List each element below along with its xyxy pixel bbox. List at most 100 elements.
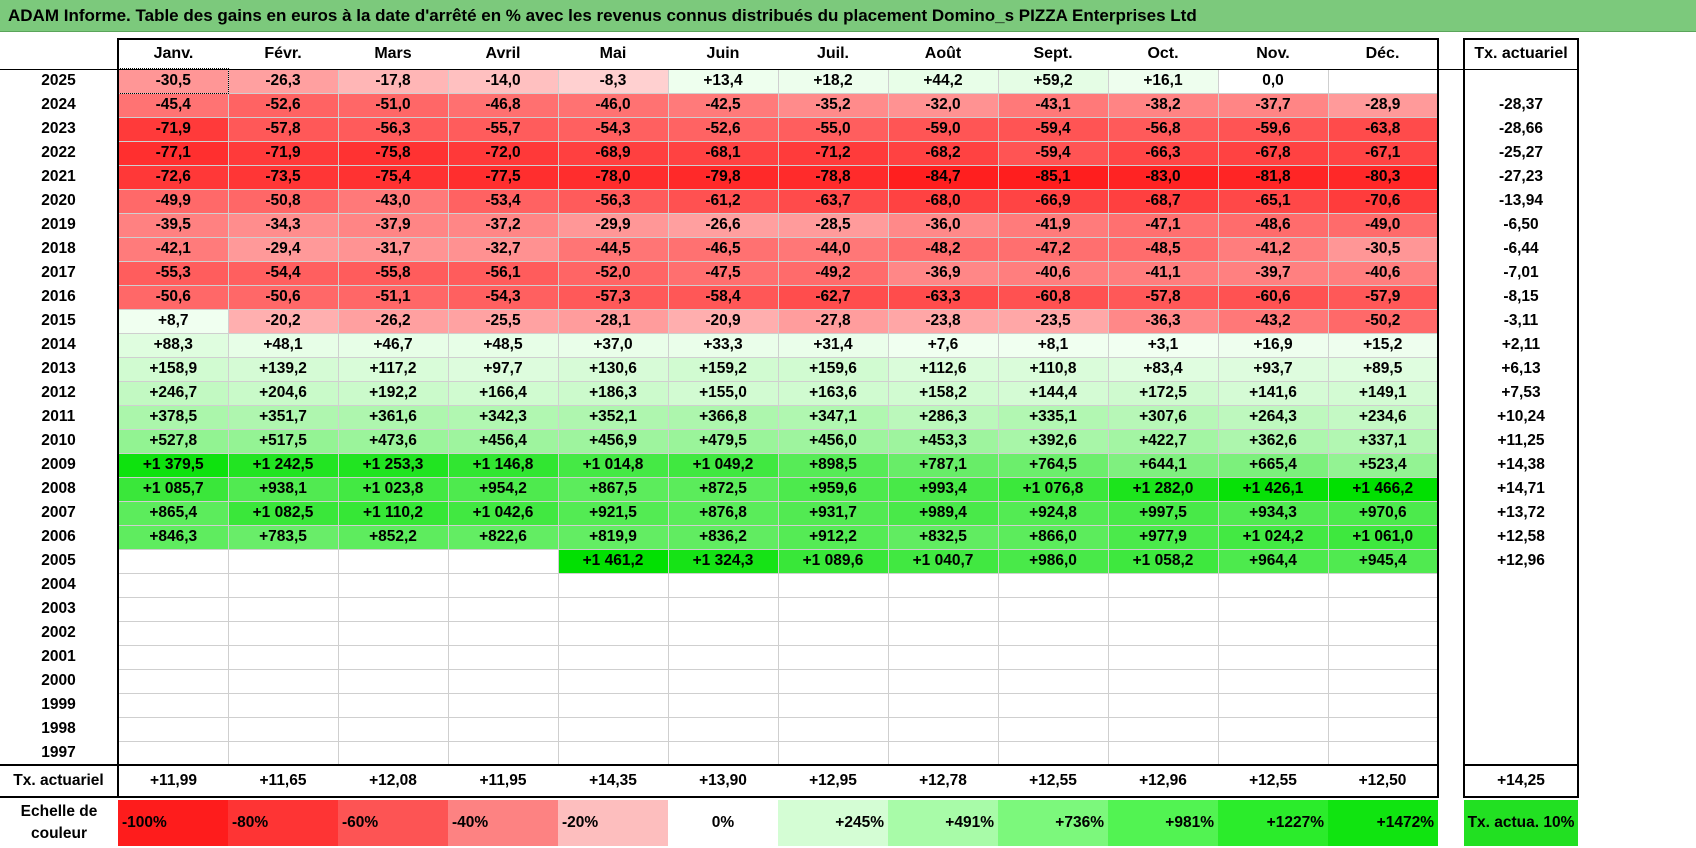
gain-cell[interactable]: +1 014,8 (557, 452, 669, 478)
gain-cell[interactable]: -26,3 (227, 68, 339, 94)
footer-rate-cell[interactable]: +13,90 (668, 764, 778, 798)
gain-cell[interactable]: -41,2 (1217, 236, 1329, 262)
gain-cell[interactable]: -77,1 (117, 140, 229, 166)
gain-cell[interactable] (997, 716, 1109, 742)
gain-cell[interactable]: +48,5 (447, 332, 559, 358)
gain-cell[interactable]: -39,7 (1217, 260, 1329, 286)
gain-cell[interactable]: -34,3 (227, 212, 339, 238)
gain-cell[interactable]: -59,6 (1217, 116, 1329, 142)
gain-cell[interactable] (667, 596, 779, 622)
gain-cell[interactable]: -8,3 (557, 68, 669, 94)
tx-actuariel-cell[interactable]: -6,44 (1463, 237, 1579, 261)
gain-cell[interactable]: -77,5 (447, 164, 559, 190)
gain-cell[interactable] (1107, 596, 1219, 622)
gain-cell[interactable] (117, 668, 229, 694)
tx-actuariel-cell[interactable] (1463, 573, 1579, 597)
gain-cell[interactable] (1107, 572, 1219, 598)
gain-cell[interactable] (1327, 68, 1439, 94)
gain-cell[interactable]: +246,7 (117, 380, 229, 406)
gain-cell[interactable]: -30,5 (1327, 236, 1439, 262)
gain-cell[interactable]: +986,0 (997, 548, 1109, 574)
gain-cell[interactable]: -72,6 (117, 164, 229, 190)
gain-cell[interactable] (1217, 620, 1329, 646)
gain-cell[interactable]: +527,8 (117, 428, 229, 454)
gain-cell[interactable]: -39,5 (117, 212, 229, 238)
gain-cell[interactable] (337, 572, 449, 598)
gain-cell[interactable]: -53,4 (447, 188, 559, 214)
gain-cell[interactable] (557, 716, 669, 742)
gain-cell[interactable]: +361,6 (337, 404, 449, 430)
gain-cell[interactable]: +1 085,7 (117, 476, 229, 502)
gain-cell[interactable] (447, 644, 559, 670)
tx-actuariel-cell[interactable] (1463, 69, 1579, 93)
gain-cell[interactable] (557, 596, 669, 622)
gain-cell[interactable]: +351,7 (227, 404, 339, 430)
gain-cell[interactable]: +931,7 (777, 500, 889, 526)
gain-cell[interactable]: -57,9 (1327, 284, 1439, 310)
gain-cell[interactable] (777, 620, 889, 646)
gain-cell[interactable]: -20,2 (227, 308, 339, 334)
gain-cell[interactable]: -40,6 (997, 260, 1109, 286)
gain-cell[interactable]: -44,5 (557, 236, 669, 262)
gain-cell[interactable]: +523,4 (1327, 452, 1439, 478)
gain-cell[interactable] (667, 740, 779, 766)
gain-cell[interactable]: -72,0 (447, 140, 559, 166)
gain-cell[interactable] (337, 740, 449, 766)
gain-cell[interactable] (1327, 668, 1439, 694)
gain-cell[interactable]: +88,3 (117, 332, 229, 358)
gain-cell[interactable] (1107, 668, 1219, 694)
gain-cell[interactable]: -28,5 (777, 212, 889, 238)
gain-cell[interactable] (997, 620, 1109, 646)
gain-cell[interactable]: +1 282,0 (1107, 476, 1219, 502)
gain-cell[interactable]: +1 076,8 (997, 476, 1109, 502)
gain-cell[interactable]: -49,9 (117, 188, 229, 214)
footer-rate-cell[interactable]: +11,65 (228, 764, 338, 798)
footer-rate-cell[interactable]: +12,50 (1328, 764, 1439, 798)
gain-cell[interactable]: -56,3 (557, 188, 669, 214)
gain-cell[interactable] (337, 620, 449, 646)
gain-cell[interactable] (667, 716, 779, 742)
gain-cell[interactable]: -80,3 (1327, 164, 1439, 190)
gain-cell[interactable]: +18,2 (777, 68, 889, 94)
gain-cell[interactable]: +921,5 (557, 500, 669, 526)
gain-cell[interactable] (777, 716, 889, 742)
gain-cell[interactable]: -67,8 (1217, 140, 1329, 166)
gain-cell[interactable]: +1 466,2 (1327, 476, 1439, 502)
gain-cell[interactable]: -66,9 (997, 188, 1109, 214)
gain-cell[interactable]: -56,3 (337, 116, 449, 142)
gain-cell[interactable]: +819,9 (557, 524, 669, 550)
tx-actuariel-cell[interactable] (1463, 597, 1579, 621)
gain-cell[interactable] (887, 596, 999, 622)
gain-cell[interactable] (997, 572, 1109, 598)
gain-cell[interactable]: +158,2 (887, 380, 999, 406)
gain-cell[interactable] (447, 716, 559, 742)
gain-cell[interactable]: -50,6 (117, 284, 229, 310)
tx-actuariel-cell[interactable]: +10,24 (1463, 405, 1579, 429)
gain-cell[interactable]: +783,5 (227, 524, 339, 550)
gain-cell[interactable]: +3,1 (1107, 332, 1219, 358)
gain-cell[interactable]: -47,5 (667, 260, 779, 286)
gain-cell[interactable]: +144,4 (997, 380, 1109, 406)
gain-cell[interactable]: +352,1 (557, 404, 669, 430)
gain-cell[interactable]: -38,2 (1107, 92, 1219, 118)
gain-cell[interactable] (1107, 716, 1219, 742)
footer-rate-cell[interactable]: +12,78 (888, 764, 998, 798)
gain-cell[interactable]: -59,0 (887, 116, 999, 142)
gain-cell[interactable]: +993,4 (887, 476, 999, 502)
gain-cell[interactable]: -78,0 (557, 164, 669, 190)
gain-cell[interactable] (1217, 740, 1329, 766)
tx-actuariel-cell[interactable]: +6,13 (1463, 357, 1579, 381)
gain-cell[interactable]: -68,9 (557, 140, 669, 166)
gain-cell[interactable]: -17,8 (337, 68, 449, 94)
gain-cell[interactable] (667, 692, 779, 718)
gain-cell[interactable]: +456,4 (447, 428, 559, 454)
tx-actuariel-cell[interactable] (1463, 645, 1579, 669)
gain-cell[interactable]: +453,3 (887, 428, 999, 454)
tx-actuariel-cell[interactable]: -28,66 (1463, 117, 1579, 141)
gain-cell[interactable]: +163,6 (777, 380, 889, 406)
gain-cell[interactable]: +192,2 (337, 380, 449, 406)
footer-rate-cell[interactable]: +12,55 (998, 764, 1108, 798)
gain-cell[interactable]: +898,5 (777, 452, 889, 478)
gain-cell[interactable] (227, 620, 339, 646)
gain-cell[interactable]: -52,0 (557, 260, 669, 286)
